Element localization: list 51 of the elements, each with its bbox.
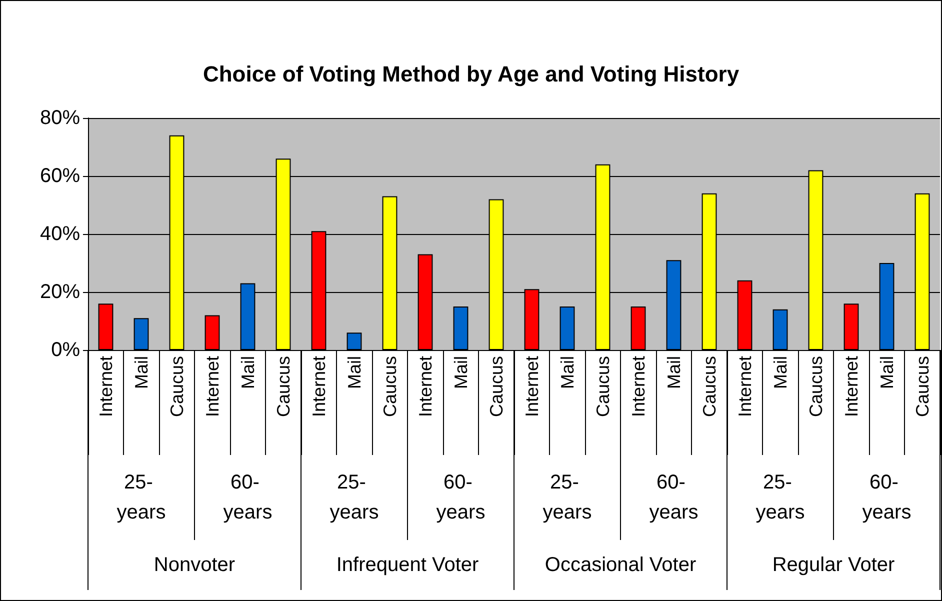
bar bbox=[204, 315, 220, 350]
text: Infrequent Voter bbox=[336, 554, 479, 576]
x-tick-label: Mail bbox=[770, 356, 790, 390]
bar bbox=[844, 304, 859, 350]
x-tick-label: Mail bbox=[664, 356, 684, 390]
bar bbox=[560, 306, 575, 350]
bar bbox=[346, 332, 362, 350]
x-tick-label: Caucus bbox=[380, 356, 400, 418]
text: 25- years bbox=[756, 472, 805, 524]
x-tick-label: Mail bbox=[238, 356, 258, 390]
x-tick-label: Internet bbox=[734, 356, 755, 418]
x-tick-label: Internet bbox=[202, 356, 222, 418]
x-tick-label: Internet bbox=[522, 356, 542, 418]
text: 60- years bbox=[223, 472, 272, 524]
text: Nonvoter bbox=[154, 554, 236, 576]
x-tick-label: Mail bbox=[344, 356, 364, 390]
x-tick-label: Mail bbox=[557, 356, 578, 390]
bar bbox=[772, 309, 788, 350]
text: 25- years bbox=[330, 472, 379, 524]
text: Regular Voter bbox=[772, 554, 895, 576]
x-tick-label: Caucus bbox=[699, 356, 720, 418]
text: 60- years bbox=[649, 472, 698, 524]
y-tick-label: 20% bbox=[40, 281, 80, 303]
bar bbox=[98, 304, 114, 350]
y-tick-label: 60% bbox=[40, 165, 80, 187]
x-tick-label: Caucus bbox=[806, 356, 826, 418]
bar bbox=[630, 306, 646, 350]
text: Occasional Voter bbox=[544, 554, 696, 576]
text: 25- years bbox=[542, 472, 592, 524]
y-tick-label: 40% bbox=[40, 223, 80, 245]
x-tick-label: Internet bbox=[628, 356, 648, 418]
chart-title: Choice of Voting Method by Age and Voting History bbox=[202, 62, 740, 86]
x-tick-label: Mail bbox=[131, 356, 152, 390]
x-tick-label: Caucus bbox=[912, 356, 932, 418]
x-tick-label: Internet bbox=[308, 356, 329, 418]
x-tick-label: Caucus bbox=[486, 356, 506, 418]
x-tick-label: Mail bbox=[450, 356, 471, 390]
x-tick-label: Internet bbox=[841, 356, 862, 418]
bar bbox=[134, 318, 149, 350]
text: 60- years bbox=[862, 472, 912, 524]
x-tick-label: Mail bbox=[876, 356, 897, 390]
y-tick-label: 0% bbox=[51, 339, 80, 361]
x-tick-label: Caucus bbox=[273, 356, 294, 418]
x-tick-label: Internet bbox=[415, 356, 436, 418]
x-tick-label: Internet bbox=[96, 356, 116, 418]
text: 60- years bbox=[436, 472, 486, 524]
y-tick-label: 80% bbox=[40, 107, 80, 129]
x-tick-label: Caucus bbox=[592, 356, 613, 418]
bar bbox=[453, 306, 468, 350]
x-tick-label: Caucus bbox=[166, 356, 187, 418]
text: 25- years bbox=[116, 472, 166, 524]
